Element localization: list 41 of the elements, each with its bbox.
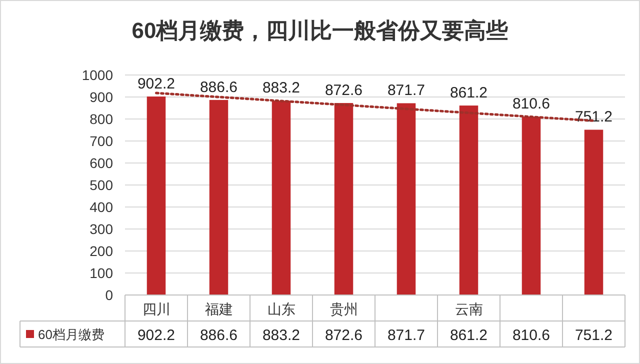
y-tick-label: 300 <box>90 221 114 237</box>
text: 871.7 <box>387 82 426 100</box>
text: 883.2 <box>262 80 300 97</box>
text: 872.6 <box>324 82 363 100</box>
y-tick-label: 500 <box>90 177 114 193</box>
bar <box>272 100 291 295</box>
bar <box>459 106 478 295</box>
data-label: 810.6 <box>512 327 550 344</box>
y-tick-label: 400 <box>90 199 114 215</box>
y-tick-label: 1000 <box>82 67 114 83</box>
bar <box>584 130 604 295</box>
data-label: 861.2 <box>450 327 488 344</box>
bar <box>334 103 354 295</box>
data-label: 871.7 <box>387 327 426 344</box>
y-tick-label: 200 <box>90 243 114 259</box>
y-tick-label: 0 <box>105 287 114 303</box>
text: 861.2 <box>450 84 488 102</box>
bar <box>209 100 228 295</box>
x-tick-label: 福建 <box>204 301 233 317</box>
text: 902.2 <box>137 76 176 93</box>
y-tick-label: 600 <box>90 155 114 171</box>
x-tick-label: 贵州 <box>330 301 358 317</box>
legend-label: 60档月缴费 <box>38 327 104 342</box>
y-tick-label: 800 <box>90 111 114 127</box>
chart-title: 60档月缴费，四川比一般省份又要高些 <box>132 18 508 43</box>
bar <box>522 116 541 295</box>
y-tick-label: 900 <box>90 89 114 105</box>
y-tick-label: 100 <box>90 265 114 281</box>
data-label: 886.6 <box>200 327 238 344</box>
bar <box>396 103 416 295</box>
data-label: 902.2 <box>137 327 176 344</box>
data-label: 751.2 <box>574 327 613 344</box>
x-tick-label: 四川 <box>142 301 170 317</box>
text: 810.6 <box>512 96 550 113</box>
text: 886.6 <box>200 78 238 96</box>
data-label: 872.6 <box>324 327 363 344</box>
data-label: 883.2 <box>262 327 300 344</box>
x-tick-label: 山东 <box>267 301 296 317</box>
bar <box>146 96 166 295</box>
x-tick-label: 云南 <box>454 301 483 317</box>
y-tick-label: 700 <box>90 133 114 149</box>
